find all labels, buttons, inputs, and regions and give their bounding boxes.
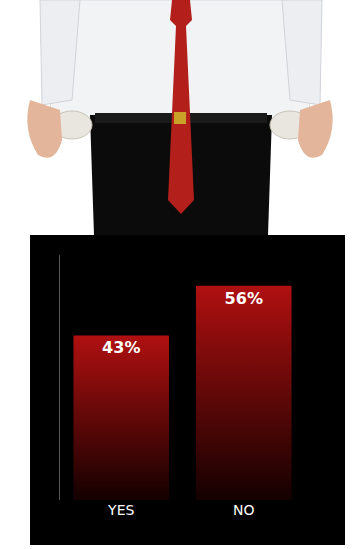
svg-text:56%: 56%	[225, 289, 263, 308]
svg-text:NO: NO	[233, 502, 255, 518]
svg-text:43%: 43%	[102, 338, 140, 357]
svg-text:YES: YES	[107, 502, 134, 518]
